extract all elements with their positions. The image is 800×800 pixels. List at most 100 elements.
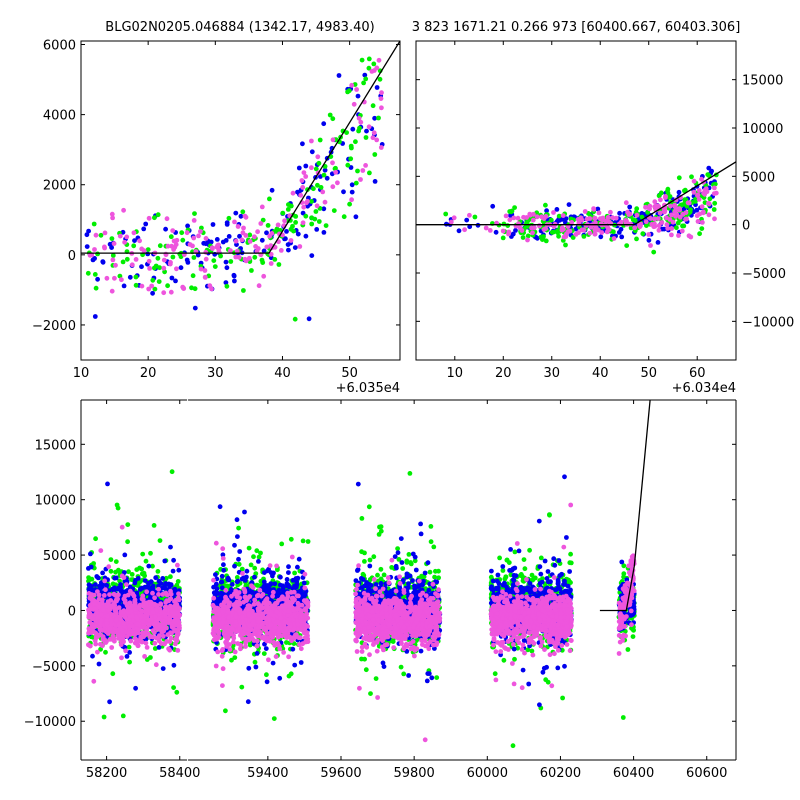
data-point [378,96,384,101]
data-point [174,689,180,695]
data-point [696,197,702,202]
data-point [178,265,184,271]
data-point [694,213,700,219]
data-point [269,231,275,236]
data-point [632,225,638,231]
data-point [139,283,145,289]
data-point [372,179,378,184]
data-point [285,207,291,212]
data-point [144,589,150,595]
data-point [556,213,562,219]
data-point [167,617,172,622]
data-point [172,603,178,609]
data-point [309,253,315,258]
data-point [263,646,269,651]
data-point [252,597,258,603]
data-point [106,601,111,607]
data-point [146,215,152,221]
data-point [223,280,229,285]
data-point [175,562,180,568]
data-point [376,57,382,63]
data-point [661,226,667,232]
data-point [117,233,123,239]
y-tick-label: 5000 [742,170,775,185]
x-tick-label: 30 [207,366,224,381]
data-point [166,646,172,652]
data-point [261,248,267,254]
data-point [379,90,384,96]
data-point [262,584,268,590]
data-point [168,574,173,580]
data-point [712,200,718,206]
data-point [610,215,615,221]
data-point [321,121,327,127]
data-point [129,624,135,629]
data-point [676,175,682,181]
data-point [298,646,304,652]
data-point [173,278,178,284]
data-point [700,210,706,216]
data-point [91,592,97,598]
data-point [531,225,537,231]
data-point [90,624,96,630]
data-point [196,233,201,239]
data-point [146,286,152,292]
data-point [349,145,354,151]
data-point [107,637,113,642]
data-point [126,630,132,636]
data-point [96,592,102,598]
data-point [565,224,571,230]
data-point [500,228,506,234]
data-point [101,593,107,598]
x-tick-label: 50 [341,366,358,381]
data-point [256,283,262,289]
data-point [565,229,571,235]
data-point [241,225,246,231]
data-point [296,556,302,562]
data-point [168,544,173,550]
data-point [508,213,513,218]
data-point [374,137,380,143]
data-point [289,554,295,560]
data-point [161,625,167,630]
data-point [288,238,294,243]
data-point [300,220,306,226]
data-point [247,239,253,244]
y-tick-label: −2000 [32,319,76,334]
data-point [335,180,340,186]
data-point [346,88,352,94]
data-point [190,273,196,279]
data-point [84,232,90,238]
data-point [133,614,139,620]
data-point [501,221,507,227]
data-point [259,237,265,243]
data-point [367,170,372,176]
data-point [309,215,314,221]
data-point [219,573,225,579]
data-point [330,184,336,190]
data-point [519,228,525,233]
data-point [595,227,601,233]
data-point [165,632,171,638]
data-point [171,662,177,668]
x-tick-label: 20 [140,366,157,381]
data-point [98,548,104,553]
data-point [551,210,556,215]
data-point [706,200,711,206]
data-point [152,595,158,601]
data-point [118,585,123,590]
data-point [349,189,355,195]
data-point [243,233,249,238]
data-point [674,225,679,231]
data-point [150,290,156,296]
data-point [261,579,267,585]
data-point [154,635,159,641]
data-point [305,198,310,204]
data-point [563,242,568,248]
data-point [296,165,302,171]
data-point [377,76,383,82]
data-point [591,206,597,212]
data-point [127,588,133,594]
data-point [221,567,227,573]
data-point [634,206,640,212]
